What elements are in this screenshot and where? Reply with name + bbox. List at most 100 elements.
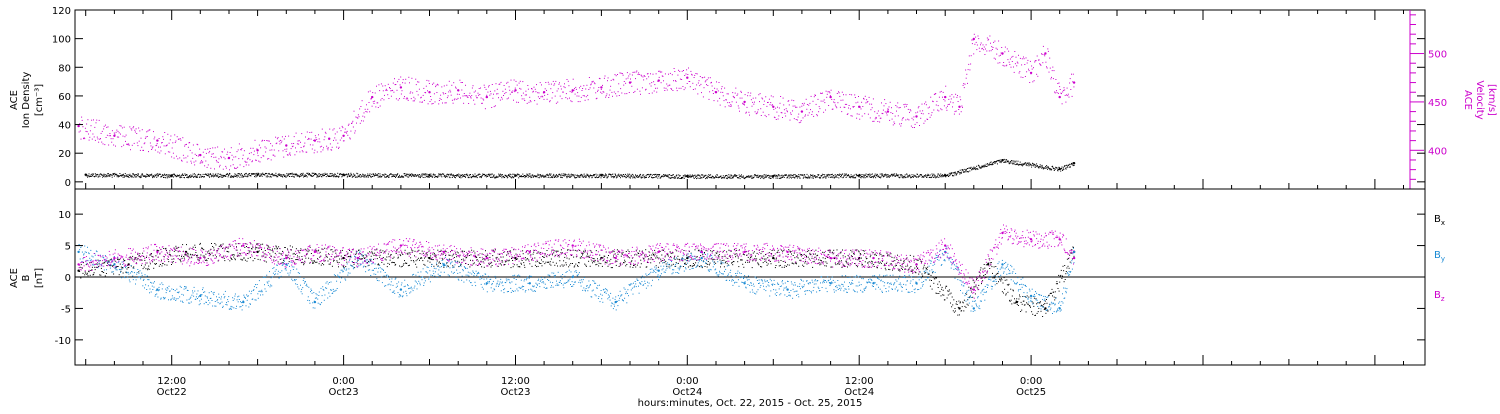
velocity-tick-label: 500 (1428, 50, 1447, 61)
density-axis-label: ACE Ion Density [cm⁻³] (9, 72, 45, 129)
velocity-series-anchor-point (829, 96, 831, 98)
legend-entry-bz: Bz (1434, 290, 1445, 303)
density-label-line-1: ACE (9, 90, 20, 110)
velocity-series-anchor-point (958, 106, 960, 108)
density-tick-label: 20 (58, 149, 71, 160)
velocity-series-anchor-point (400, 86, 402, 88)
legend-entry-bx: Bx (1434, 214, 1445, 227)
velocity-series-anchor-point (428, 91, 430, 93)
by-series-anchor-point (77, 251, 79, 253)
bottom-panel-points (75, 225, 1425, 318)
velocity-series-anchor-point (156, 139, 158, 141)
legend-label: By (1434, 250, 1445, 263)
bz-series-anchor-point (915, 263, 917, 265)
bz-series-anchor-point (285, 257, 287, 259)
time-tick-label: 12:00 (845, 376, 874, 387)
date-tick-label: Oct25 (1016, 387, 1046, 398)
by-series-anchor-point (658, 270, 660, 272)
field-tick-label: -5 (61, 304, 71, 315)
date-tick-label: Oct24 (844, 387, 874, 398)
time-tick-label: 12:00 (501, 376, 530, 387)
time-axis: 12:00Oct220:00Oct2312:00Oct230:00Oct2412… (86, 10, 1404, 398)
density-tick-label: 80 (58, 63, 71, 74)
density-tick-label: 120 (52, 6, 71, 17)
bz-series-anchor-point (743, 251, 745, 253)
velocity-series-anchor-point (743, 101, 745, 103)
velocity-series-anchor-point (944, 96, 946, 98)
velocity-series-anchor-point (600, 86, 602, 88)
time-tick-label: 0:00 (676, 376, 698, 387)
field-label-line-1: ACE (9, 268, 20, 288)
velocity-label-line-2: Velocity (1474, 80, 1485, 119)
density-series-texture (86, 159, 1075, 179)
velocity-series-anchor-point (342, 135, 344, 137)
velocity-series-anchor-point (686, 77, 688, 79)
velocity-series-anchor-point (77, 125, 79, 127)
bx-series-anchor-point (342, 257, 344, 259)
velocity-tick-label: 450 (1428, 98, 1447, 109)
velocity-series (77, 34, 1075, 171)
bz-series-anchor-point (113, 257, 115, 259)
density-tick-label: 40 (58, 121, 71, 132)
time-tick-label: 0:00 (332, 376, 354, 387)
bz-series-anchor-point (242, 244, 244, 246)
density-tick-label: 60 (58, 92, 71, 103)
time-tick-label: 12:00 (157, 376, 186, 387)
field-label-line-3: [nT] (34, 268, 45, 288)
velocity-series-anchor-point (113, 135, 115, 137)
bz-series-texture (79, 225, 1075, 299)
velocity-series-anchor-point (371, 96, 373, 98)
density-label-line-2: Ion Density (21, 72, 32, 129)
bz-series-anchor-point (615, 257, 617, 259)
time-axis-title: hours:minutes, Oct. 22, 2015 - Oct. 25, … (638, 398, 863, 409)
velocity-label-line-3: [km/s] (1486, 84, 1497, 116)
density-label-line-3: [cm⁻³] (34, 84, 45, 116)
top-panel: 0 20 40 60 80 100 120 400 450 500 ACE Ion Density… (9, 6, 1497, 189)
date-tick-label: Oct22 (157, 387, 187, 398)
field-legend: Bx By Bz (1434, 214, 1445, 303)
field-tick-label: -10 (55, 336, 71, 347)
top-panel-frame (75, 10, 1425, 189)
date-tick-label: Oct23 (500, 387, 530, 398)
velocity-series-anchor-point (801, 110, 803, 112)
velocity-series-anchor-point (1059, 96, 1061, 98)
by-series-anchor-point (1001, 263, 1003, 265)
date-tick-label: Oct23 (329, 387, 359, 398)
top-panel-points (77, 34, 1075, 179)
field-axis-label: ACE B [nT] (9, 268, 45, 288)
bz-series (77, 225, 1075, 299)
density-tick-label: 0 (65, 178, 71, 189)
bz-series-anchor-point (944, 244, 946, 246)
density-tick-label: 100 (52, 35, 71, 46)
velocity-series-anchor-point (887, 110, 889, 112)
velocity-series-anchor-point (1073, 81, 1075, 83)
legend-entry-by: By (1434, 250, 1445, 263)
velocity-series-anchor-point (772, 106, 774, 108)
velocity-series-texture (79, 34, 1075, 171)
bz-series-anchor-point (357, 257, 359, 259)
by-series-anchor-point (786, 288, 788, 290)
bx-series-anchor-point (256, 251, 258, 253)
top-panel-ticks: 0 20 40 60 80 100 120 400 450 500 (52, 6, 1447, 189)
by-series-anchor-point (1030, 295, 1032, 297)
legend-label: Bz (1434, 290, 1445, 303)
by-series-anchor-point (113, 263, 115, 265)
field-tick-label: 0 (65, 273, 71, 284)
field-label-line-2: B (21, 274, 32, 281)
by-series-anchor-point (701, 257, 703, 259)
field-tick-label: 10 (58, 210, 71, 221)
by-series-anchor-point (572, 276, 574, 278)
by-series-anchor-point (743, 282, 745, 284)
velocity-series-anchor-point (285, 144, 287, 146)
velocity-tick-label: 400 (1428, 146, 1447, 157)
density-series (85, 159, 1076, 179)
time-tick-label: 0:00 (1020, 376, 1042, 387)
date-tick-label: Oct24 (672, 387, 702, 398)
velocity-label-line-1: ACE (1462, 90, 1473, 110)
by-series-anchor-point (529, 282, 531, 284)
bz-series-anchor-point (572, 244, 574, 246)
